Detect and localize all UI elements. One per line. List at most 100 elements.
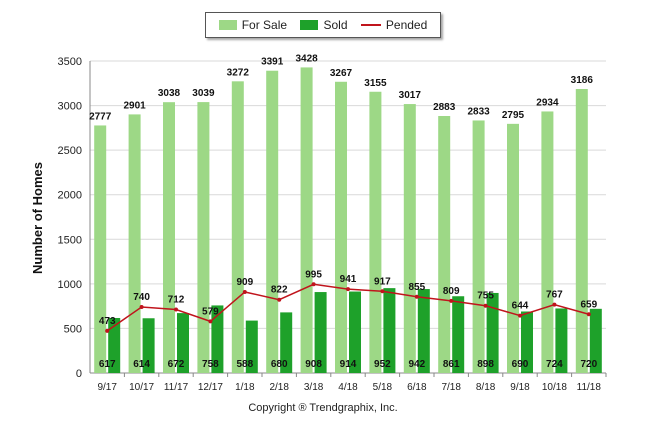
y-axis-label: Number of Homes <box>30 162 45 274</box>
sold-value-label: 942 <box>408 359 425 370</box>
pended-value-label: 579 <box>202 306 219 317</box>
x-tick-label: 9/18 <box>510 382 530 393</box>
sold-bar <box>314 292 327 373</box>
y-tick-label: 2500 <box>58 145 82 157</box>
for-sale-bar <box>335 81 347 373</box>
sold-bar <box>211 305 224 373</box>
x-tick-label: 8/18 <box>476 382 496 393</box>
for-sale-swatch <box>218 20 237 30</box>
legend-label-for-sale: For Sale <box>241 18 288 32</box>
legend-item-for-sale: For Sale <box>218 18 288 32</box>
x-tick-label: 12/17 <box>198 382 223 393</box>
pended-point <box>586 312 591 317</box>
x-tick-label: 10/18 <box>542 382 567 393</box>
y-tick-label: 2000 <box>58 190 82 202</box>
x-tick-label: 5/18 <box>373 382 393 393</box>
for-sale-value-label: 3428 <box>295 53 318 64</box>
x-tick-label: 6/18 <box>407 382 427 393</box>
pended-point <box>242 289 247 294</box>
for-sale-value-label: 3186 <box>571 75 594 86</box>
data-labels: 2777 617 2901 614 3038 672 3039 758 3272 588 3391 6… <box>89 53 598 370</box>
sold-value-label: 861 <box>443 359 460 370</box>
x-tick-label: 9/17 <box>97 382 117 393</box>
sold-value-label: 724 <box>546 359 563 370</box>
for-sale-value-label: 3267 <box>330 68 353 79</box>
pended-point <box>449 298 454 303</box>
x-tick-label: 10/17 <box>129 382 154 393</box>
for-sale-value-label: 2934 <box>536 97 559 108</box>
pended-point <box>208 319 213 324</box>
pended-point <box>518 313 522 318</box>
sold-value-label: 758 <box>202 359 219 370</box>
sold-bar <box>555 308 568 373</box>
sold-value-label: 617 <box>99 359 116 370</box>
sold-bar <box>452 296 465 373</box>
sold-bar <box>142 318 155 373</box>
y-tick-label: 0 <box>76 368 82 380</box>
pended-value-label: 755 <box>477 291 494 302</box>
x-tick-label: 11/17 <box>164 382 189 393</box>
y-tick-label: 1500 <box>58 234 82 246</box>
for-sale-bar <box>438 116 451 373</box>
y-tick-label: 1000 <box>58 279 82 291</box>
pended-point <box>277 297 282 302</box>
pended-value-label: 712 <box>168 295 185 306</box>
bars <box>94 67 602 374</box>
for-sale-bar <box>369 91 382 374</box>
sold-bar <box>280 312 293 373</box>
x-tick-label: 7/18 <box>441 382 461 393</box>
pended-point <box>414 294 419 299</box>
sold-value-label: 914 <box>340 359 357 370</box>
for-sale-value-label: 2833 <box>467 106 490 117</box>
pended-point <box>483 303 488 308</box>
for-sale-bar <box>94 125 107 373</box>
sold-bar <box>417 289 430 373</box>
pended-swatch <box>360 24 381 26</box>
for-sale-value-label: 2883 <box>433 102 456 113</box>
for-sale-value-label: 3391 <box>261 57 284 68</box>
sold-value-label: 672 <box>168 359 185 370</box>
sold-value-label: 680 <box>271 359 288 370</box>
x-tick-label: 11/18 <box>577 382 602 393</box>
for-sale-bar <box>128 114 141 373</box>
y-tick-label: 3000 <box>58 101 82 113</box>
pended-value-label: 822 <box>271 285 288 296</box>
for-sale-bar <box>197 102 210 374</box>
legend-label-sold: Sold <box>323 18 348 32</box>
for-sale-bar <box>472 120 485 373</box>
sold-bar <box>177 313 189 373</box>
pended-value-label: 941 <box>340 274 357 285</box>
sold-value-label: 908 <box>305 359 322 370</box>
pended-point <box>311 282 316 287</box>
for-sale-value-label: 3039 <box>192 88 215 99</box>
legend-item-sold: Sold <box>300 18 348 32</box>
sold-bar <box>108 317 121 373</box>
x-tick-label: 1/18 <box>235 382 255 393</box>
sold-value-label: 898 <box>477 359 494 370</box>
sold-bar <box>349 291 361 373</box>
sold-value-label: 952 <box>374 359 391 370</box>
copyright-text: Copyright ® Trendgraphix, Inc. <box>248 402 398 414</box>
gridlines <box>90 60 606 374</box>
sold-bar <box>486 292 499 373</box>
pended-value-label: 995 <box>305 269 322 280</box>
pended-point <box>105 328 110 333</box>
pended-line <box>105 282 591 333</box>
for-sale-bar <box>266 70 279 374</box>
sold-bar <box>589 308 602 373</box>
pended-point <box>346 287 350 292</box>
for-sale-value-label: 3272 <box>227 67 250 78</box>
for-sale-bar <box>575 88 588 374</box>
pended-point <box>139 305 144 310</box>
pended-value-label: 644 <box>512 301 529 312</box>
sold-value-label: 690 <box>512 359 529 370</box>
pended-value-label: 740 <box>133 292 150 303</box>
for-sale-value-label: 3017 <box>399 90 422 101</box>
x-tick-label: 4/18 <box>338 382 358 393</box>
for-sale-value-label: 2901 <box>123 100 146 111</box>
pended-value-label: 909 <box>236 277 253 288</box>
pended-point <box>380 289 385 294</box>
sold-bar <box>245 320 258 373</box>
for-sale-value-label: 3155 <box>364 78 387 89</box>
